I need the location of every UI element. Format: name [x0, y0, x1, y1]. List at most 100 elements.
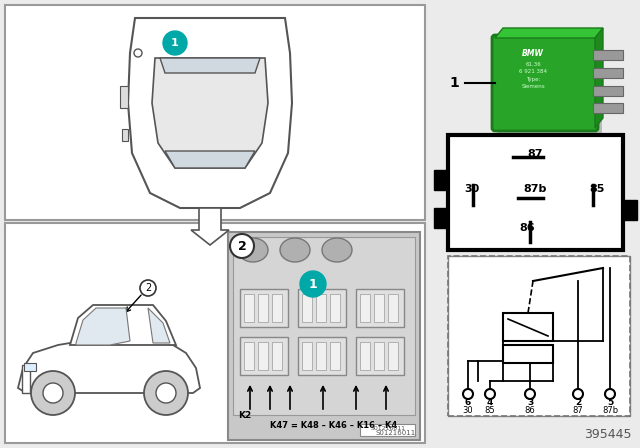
Text: 6: 6: [465, 397, 471, 406]
Bar: [360, 424, 415, 436]
Text: Siemens: Siemens: [521, 84, 545, 89]
Text: 4: 4: [487, 397, 493, 406]
Circle shape: [31, 371, 75, 415]
Polygon shape: [152, 58, 268, 168]
Bar: [374, 342, 384, 370]
Polygon shape: [76, 308, 130, 345]
Text: 1: 1: [308, 277, 317, 290]
Text: 6 921 384: 6 921 384: [519, 69, 547, 74]
Text: S01216011: S01216011: [376, 430, 416, 436]
Bar: [374, 294, 384, 322]
Bar: [5, 223, 425, 443]
Bar: [593, 103, 623, 113]
Text: 87: 87: [573, 405, 584, 414]
Text: K2: K2: [238, 411, 252, 420]
Bar: [593, 50, 623, 60]
Bar: [448, 256, 630, 416]
Polygon shape: [495, 28, 603, 38]
Circle shape: [605, 389, 615, 399]
Polygon shape: [165, 151, 255, 168]
FancyBboxPatch shape: [498, 41, 602, 135]
Bar: [388, 294, 398, 322]
Bar: [258, 294, 268, 322]
Bar: [302, 342, 312, 370]
Bar: [356, 337, 404, 375]
FancyArrow shape: [191, 208, 229, 245]
FancyBboxPatch shape: [492, 35, 598, 131]
Bar: [448, 135, 623, 250]
Text: 30: 30: [464, 184, 479, 194]
Bar: [244, 294, 254, 322]
Bar: [272, 294, 282, 322]
Bar: [448, 256, 630, 416]
Text: S01216011: S01216011: [371, 426, 406, 431]
Bar: [240, 289, 288, 327]
Bar: [360, 294, 370, 322]
Bar: [434, 208, 448, 228]
Polygon shape: [18, 338, 200, 393]
Bar: [302, 294, 312, 322]
Text: 87b: 87b: [602, 405, 618, 414]
Bar: [434, 170, 448, 190]
Ellipse shape: [238, 238, 268, 262]
Bar: [330, 342, 340, 370]
Bar: [272, 342, 282, 370]
Text: 30: 30: [463, 405, 474, 414]
Circle shape: [485, 389, 495, 399]
Bar: [316, 342, 326, 370]
Text: 2: 2: [237, 240, 246, 253]
Circle shape: [230, 234, 254, 258]
Circle shape: [463, 389, 473, 399]
Text: 61.36: 61.36: [525, 62, 541, 67]
Circle shape: [156, 383, 176, 403]
Text: Type:: Type:: [526, 77, 540, 82]
Bar: [244, 342, 254, 370]
Bar: [122, 129, 128, 141]
Text: 2: 2: [575, 397, 581, 406]
Bar: [316, 294, 326, 322]
Circle shape: [525, 389, 535, 399]
Text: BMW: BMW: [522, 49, 544, 58]
Polygon shape: [70, 305, 176, 345]
Text: 395445: 395445: [584, 427, 632, 440]
Polygon shape: [160, 58, 260, 73]
Bar: [258, 342, 268, 370]
Bar: [503, 313, 553, 341]
Circle shape: [300, 271, 326, 297]
Bar: [356, 289, 404, 327]
Bar: [623, 200, 637, 220]
Polygon shape: [595, 28, 603, 128]
Bar: [240, 337, 288, 375]
Circle shape: [573, 389, 583, 399]
Circle shape: [140, 280, 156, 296]
Bar: [388, 342, 398, 370]
Bar: [360, 342, 370, 370]
Bar: [120, 86, 128, 108]
Bar: [593, 86, 623, 96]
Text: 5: 5: [607, 397, 613, 406]
Bar: [593, 68, 623, 78]
Bar: [503, 345, 553, 363]
Circle shape: [43, 383, 63, 403]
Ellipse shape: [280, 238, 310, 262]
Text: 85: 85: [589, 184, 605, 194]
Text: K47 = K48 – K46 – K16 – K4: K47 = K48 – K46 – K16 – K4: [270, 421, 397, 430]
Text: 87b: 87b: [524, 184, 547, 194]
Text: 1: 1: [171, 38, 179, 48]
Bar: [5, 5, 425, 220]
Text: 85: 85: [484, 405, 495, 414]
Ellipse shape: [322, 238, 352, 262]
Bar: [233, 237, 415, 415]
Bar: [330, 294, 340, 322]
Text: 87: 87: [528, 149, 543, 159]
Circle shape: [163, 31, 187, 55]
Text: 86: 86: [525, 405, 536, 414]
Circle shape: [134, 49, 142, 57]
Text: 1: 1: [449, 76, 459, 90]
Bar: [22, 365, 30, 393]
Polygon shape: [148, 308, 170, 343]
Text: 86: 86: [519, 223, 534, 233]
Bar: [298, 289, 346, 327]
Circle shape: [144, 371, 188, 415]
Text: 2: 2: [145, 283, 151, 293]
